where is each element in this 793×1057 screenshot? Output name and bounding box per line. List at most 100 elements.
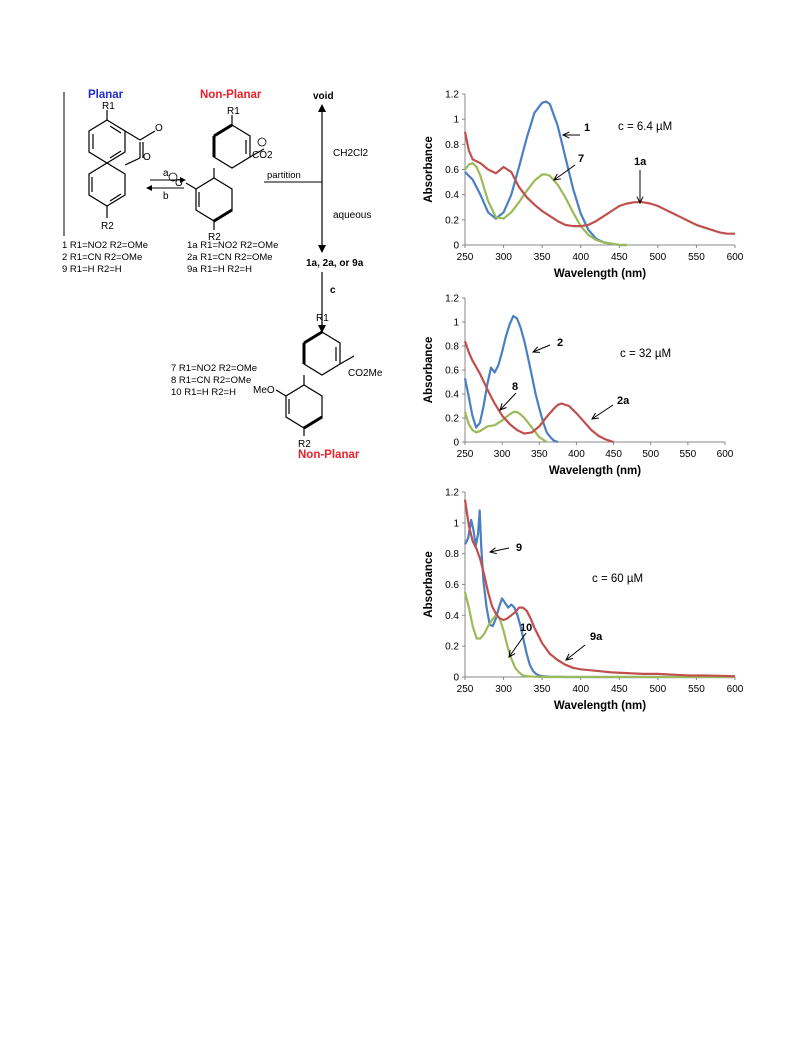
co2-charge-icon [257,137,267,147]
chart-1: 0 0.2 0.4 0.6 0.8 1 1.2 250 300 350 400 450 500 550 60… [423,90,744,281]
x-tick-label: 350 [534,684,551,695]
arrowhead-icon [565,653,573,661]
compound-list-left: 1 R1=NO2 R2=OMe 2 R1=CN R2=OMe 9 R1=H R2… [62,240,148,275]
nonplanar-footer: Non-Planar [298,449,360,461]
svg-text:8 R1=CN R2=OMe: 8 R1=CN R2=OMe [171,375,251,386]
planar-r2-label: R2 [101,221,114,232]
chart-3: 0 0.2 0.4 0.6 0.8 1 1.2 250 300 350 400 450 500 550 60… [423,488,744,713]
x-tick-label: 550 [680,449,697,460]
concentration-annotation: c = 32 µM [620,348,671,360]
x-tick-label: 500 [642,449,659,460]
x-tick-label: 300 [495,252,512,263]
series-label: 10 [520,622,532,634]
series-line-1a [463,131,735,235]
series-label: 9 [516,542,522,554]
x-tick-label: 450 [611,252,628,263]
y-tick-label: 0.8 [445,140,459,151]
partition-label: partition [267,170,301,181]
x-axis-title: Wavelength (nm) [549,465,641,477]
x-tick-label: 600 [717,449,734,460]
y-tick-label: 1 [453,318,459,329]
label-arrow [532,344,551,353]
x-tick-label: 400 [572,252,589,263]
x-tick-label: 450 [605,449,622,460]
x-tick-label: 350 [531,449,548,460]
planar-structure [88,110,156,218]
partition-diagram [264,104,326,333]
arrowhead-icon [488,547,497,555]
y-tick-label: 1 [453,115,459,126]
arrows-a-b [146,177,186,191]
y-tick-label: 0 [453,241,459,252]
series-label: 1 [584,122,590,134]
x-tick-label: 550 [688,684,705,695]
planar-carbonyl-o: O [155,123,163,134]
arrow-a-label: a [163,168,169,179]
label-arrow [591,404,614,420]
chart-2: 0 0.2 0.4 0.6 0.8 1 1.2 250 300 350 400 450 500 550 60… [423,294,734,478]
series-line-9a [463,499,736,678]
x-axis-title: Wavelength (nm) [554,268,646,280]
planar-r1-label: R1 [102,101,115,112]
y-tick-label: 0.6 [445,366,459,377]
ester-structure [275,323,355,436]
label-arrow [508,632,527,658]
y-axis-title: Absorbance [423,551,435,617]
y-tick-label: 0.4 [445,611,459,622]
svg-text:2a R1=CN R2=OMe: 2a R1=CN R2=OMe [187,252,273,263]
aqueous-label: aqueous [333,210,371,221]
arrow-b-label: b [163,191,169,202]
x-tick-label: 350 [534,252,551,263]
series-label: 7 [578,153,584,165]
y-tick-label: 0.4 [445,190,459,201]
anion-r2-label: R2 [208,232,221,243]
label-arrow [489,547,510,553]
y-tick-label: 0.6 [445,580,459,591]
svg-text:9 R1=H R2=H: 9 R1=H R2=H [62,264,122,275]
series-label: 8 [512,381,518,393]
planar-header: Planar [88,89,124,101]
y-tick-label: 0 [453,438,459,449]
nonplanar-anion-structure [185,115,265,230]
label-arrow [553,164,576,181]
nonplanar-header: Non-Planar [200,89,262,101]
arrow-c-label: c [330,285,336,296]
series-line-1 [464,100,627,247]
y-tick-label: 0 [453,673,459,684]
x-axis-title: Wavelength (nm) [554,700,646,712]
arrowhead-icon [499,403,507,411]
x-tick-label: 550 [688,252,705,263]
series-line-9 [464,509,735,679]
compound-list-mid: 1a R1=NO2 R2=OMe 2a R1=CN R2=OMe 9a R1=H… [187,240,278,275]
series-line-7 [464,162,627,247]
arrowhead-icon [508,650,516,658]
series-line-2 [463,314,559,444]
series-label: 2a [617,395,630,407]
svg-text:9a R1=H R2=H: 9a R1=H R2=H [187,264,252,275]
y-tick-label: 0.2 [445,642,459,653]
anion-o-label: O [175,178,183,189]
svg-text:1 R1=NO2 R2=OMe: 1 R1=NO2 R2=OMe [62,240,148,251]
x-tick-label: 250 [457,252,474,263]
arrowhead-icon [561,131,570,139]
anions-label: 1a, 2a, or 9a [306,258,364,269]
arrowhead-icon [636,196,644,205]
y-tick-label: 0.8 [445,549,459,560]
svg-text:7 R1=NO2 R2=OMe: 7 R1=NO2 R2=OMe [171,363,257,374]
planar-ring-o: O [143,152,151,163]
svg-text:1a R1=NO2 R2=OMe: 1a R1=NO2 R2=OMe [187,240,278,251]
ester-r2-label: R2 [298,439,311,450]
x-tick-label: 400 [568,449,585,460]
ester-r1-label: R1 [316,313,329,324]
series-label: 1a [634,156,647,168]
x-tick-label: 400 [572,684,589,695]
x-tick-label: 250 [457,684,474,695]
arrowhead-icon [553,173,561,181]
x-tick-label: 450 [611,684,628,695]
x-tick-label: 500 [650,252,667,263]
x-tick-label: 600 [727,684,744,695]
void-label: void [313,91,334,102]
x-tick-label: 300 [495,684,512,695]
x-tick-label: 300 [494,449,511,460]
